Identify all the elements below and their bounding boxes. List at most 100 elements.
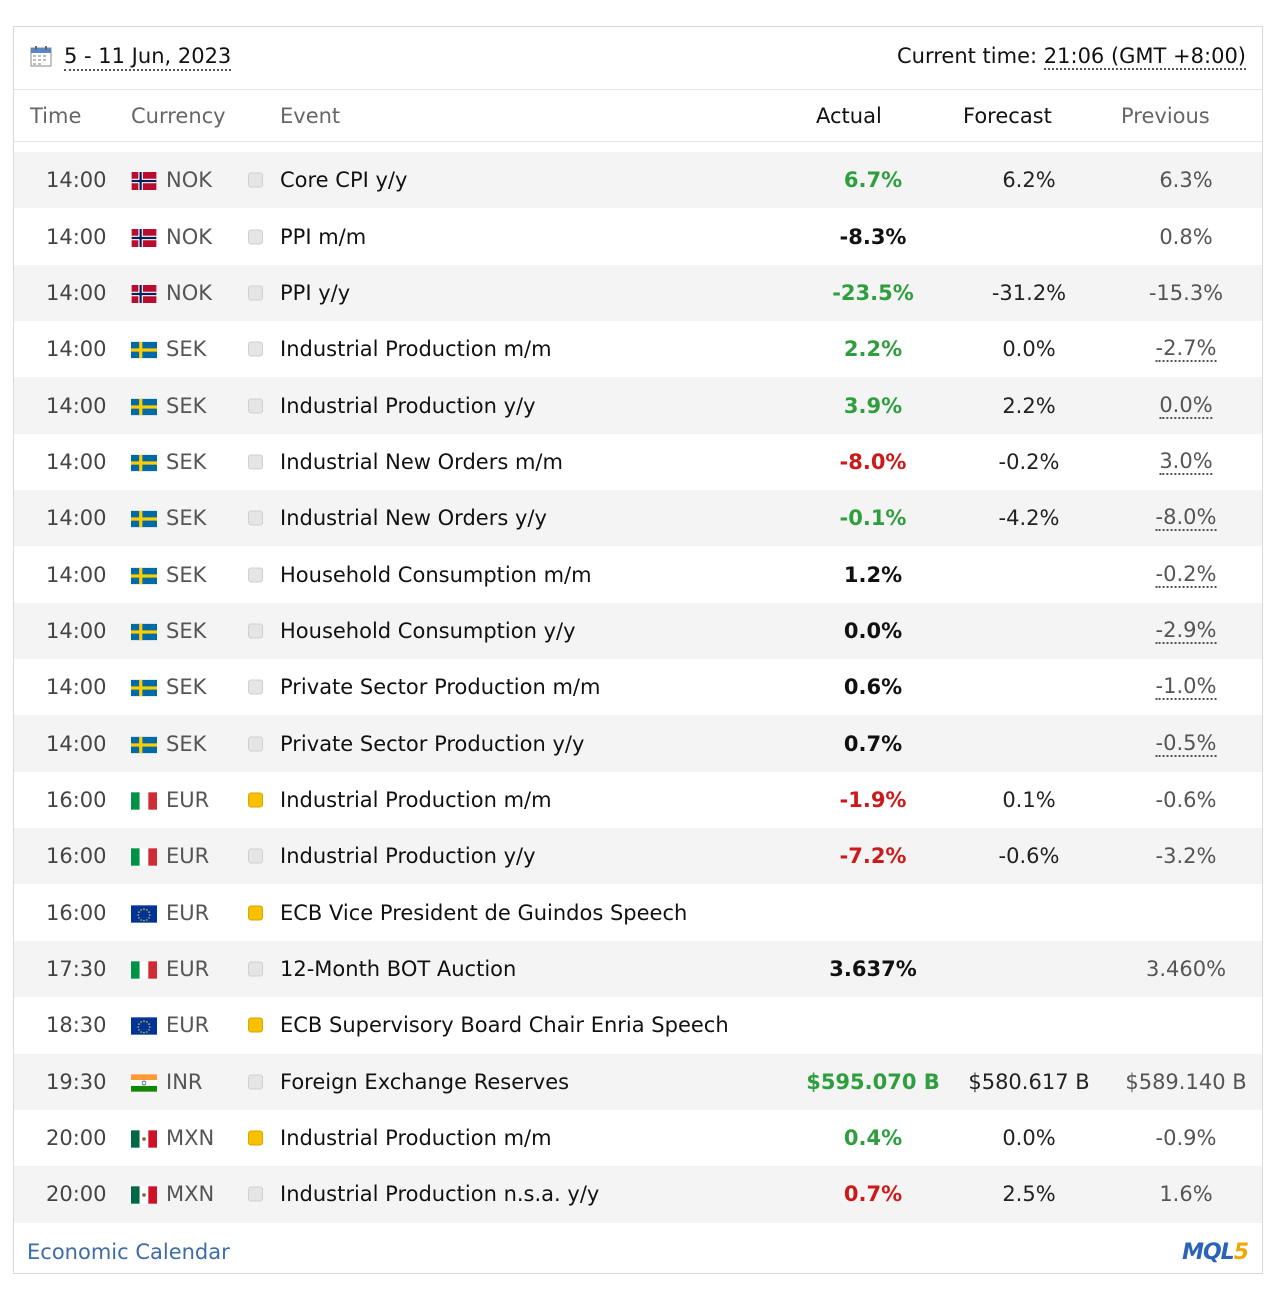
previous-value[interactable]: 0.0% (1159, 392, 1213, 419)
table-row[interactable]: 16:00 EUR Industrial Production y/y -7.2% -0… (14, 828, 1262, 885)
event-name[interactable]: ECB Vice President de Guindos Speech (280, 900, 688, 925)
sweden-flag-icon (131, 678, 157, 697)
event-currency: NOK (166, 168, 213, 193)
column-header-event: Event (280, 104, 341, 128)
economic-calendar-link[interactable]: Economic Calendar (27, 1240, 230, 1264)
event-name[interactable]: Industrial Production y/y (280, 393, 536, 418)
event-name[interactable]: Industrial New Orders y/y (280, 506, 547, 531)
previous-value[interactable]: -0.2% (1155, 561, 1217, 588)
table-row[interactable]: 14:00 NOK PPI m/m -8.3% 0.8% (14, 208, 1262, 264)
table-row[interactable]: 14:00 SEK Industrial New Orders m/m -8.0% -0… (14, 434, 1262, 490)
event-currency: EUR (166, 844, 210, 869)
italy-flag-icon (131, 960, 157, 979)
event-name[interactable]: PPI y/y (280, 280, 351, 305)
italy-flag-icon (131, 847, 157, 866)
forecast-value: -0.2% (998, 449, 1060, 474)
previous-value[interactable]: -8.0% (1155, 505, 1217, 532)
importance-low-icon (248, 229, 263, 245)
current-time-label: Current time: (897, 44, 1038, 68)
table-row[interactable]: 20:00 MXN Industrial Production n.s.a. y/y… (14, 1166, 1262, 1223)
event-time: 14:00 (46, 168, 107, 193)
event-name[interactable]: Household Consumption y/y (280, 618, 576, 643)
column-header-previous: Previous (1121, 104, 1210, 128)
event-name[interactable]: Core CPI y/y (280, 168, 408, 193)
table-row[interactable]: 16:00 EUR ECB Vice President de Guindos Sp… (14, 884, 1262, 940)
event-name[interactable]: Industrial Production n.s.a. y/y (280, 1182, 600, 1207)
calendar-toolbar: 5 - 11 Jun, 2023 Current time: 21:06 (GM… (14, 27, 1262, 90)
event-name[interactable]: Private Sector Production y/y (280, 731, 585, 756)
event-time: 18:30 (46, 1013, 107, 1038)
india-flag-icon (131, 1073, 157, 1092)
table-row[interactable]: 14:00 SEK Household Consumption y/y 0.0% -2.… (14, 602, 1262, 660)
table-row[interactable]: 14:00 NOK Core CPI y/y 6.7% 6.2% 6.3% (14, 152, 1262, 209)
importance-low-icon (248, 961, 263, 977)
importance-low-icon (248, 398, 263, 414)
actual-value: 0.7% (843, 731, 903, 756)
event-name[interactable]: Private Sector Production m/m (280, 675, 601, 700)
table-row[interactable]: 17:30 EUR 12-Month BOT Auction 3.637% 3.460% (14, 940, 1262, 998)
current-time: Current time: 21:06 (GMT +8:00) (897, 43, 1246, 70)
table-row[interactable]: 14:00 SEK Private Sector Production y/y 0.7… (14, 715, 1262, 772)
table-row[interactable]: 14:00 NOK PPI y/y -23.5% -31.2% -15.3% (14, 264, 1262, 322)
importance-low-icon (248, 848, 263, 864)
table-row[interactable]: 14:00 SEK Household Consumption m/m 1.2% -0.… (14, 546, 1262, 602)
event-time: 14:00 (46, 506, 107, 531)
forecast-value: $580.617 B (968, 1069, 1090, 1094)
previous-value[interactable]: -2.7% (1155, 336, 1217, 363)
eu-flag-icon (131, 1016, 157, 1035)
event-name[interactable]: Industrial Production m/m (280, 337, 552, 362)
event-name[interactable]: Industrial Production y/y (280, 844, 536, 869)
actual-value: -8.0% (839, 449, 907, 474)
event-name[interactable]: Industrial Production m/m (280, 1126, 552, 1151)
norway-flag-icon (131, 228, 157, 247)
table-row[interactable]: 14:00 SEK Industrial Production y/y 3.9% 2.2… (14, 377, 1262, 434)
table-row[interactable]: 20:00 MXN Industrial Production m/m 0.4% 0.0… (14, 1110, 1262, 1166)
importance-low-icon (248, 567, 263, 583)
event-currency: EUR (166, 787, 210, 812)
table-row[interactable]: 16:00 EUR Industrial Production m/m -1.9% 0.… (14, 772, 1262, 828)
event-time: 16:00 (46, 787, 107, 812)
economic-calendar-widget: 5 - 11 Jun, 2023 Current time: 21:06 (GM… (13, 26, 1263, 1274)
date-range-picker[interactable]: 5 - 11 Jun, 2023 (64, 43, 232, 71)
event-currency: SEK (166, 675, 207, 700)
event-time: 14:00 (46, 562, 107, 587)
table-row[interactable]: 14:00 SEK Industrial Production m/m 2.2% 0.0… (14, 321, 1262, 377)
event-name[interactable]: ECB Supervisory Board Chair Enria Speech (280, 1013, 729, 1038)
event-time: 17:30 (46, 956, 107, 981)
event-name[interactable]: Industrial New Orders m/m (280, 449, 563, 474)
previous-value[interactable]: -1.0% (1155, 674, 1217, 701)
previous-value[interactable]: -0.5% (1155, 730, 1217, 757)
event-time: 14:00 (46, 618, 107, 643)
importance-low-icon (248, 1186, 263, 1202)
column-header-forecast: Forecast (963, 104, 1052, 128)
table-row[interactable]: 14:00 SEK Industrial New Orders y/y -0.1% -4… (14, 490, 1262, 547)
table-row[interactable]: 18:30 EUR ECB Supervisory Board Chair Enri… (14, 997, 1262, 1053)
calendar-icon[interactable] (30, 45, 52, 67)
event-currency: SEK (166, 618, 207, 643)
event-time: 14:00 (46, 731, 107, 756)
event-time: 14:00 (46, 449, 107, 474)
event-name[interactable]: Foreign Exchange Reserves (280, 1069, 570, 1094)
event-time: 14:00 (46, 393, 107, 418)
previous-value[interactable]: 3.0% (1159, 448, 1213, 475)
previous-value: 3.460% (1145, 956, 1227, 981)
event-currency: NOK (166, 224, 213, 249)
event-name[interactable]: 12-Month BOT Auction (280, 956, 517, 981)
table-row[interactable]: 14:00 SEK Private Sector Production m/m 0.6… (14, 659, 1262, 715)
table-row[interactable]: 19:30 INR Foreign Exchange Reserves $595.07… (14, 1053, 1262, 1110)
column-header-time: Time (30, 104, 82, 128)
importance-low-icon (248, 454, 263, 470)
event-name[interactable]: Industrial Production m/m (280, 787, 552, 812)
actual-value: 0.7% (843, 1182, 903, 1207)
sweden-flag-icon (131, 735, 157, 753)
event-name[interactable]: Household Consumption m/m (280, 562, 592, 587)
event-name[interactable]: PPI m/m (280, 224, 367, 249)
previous-value[interactable]: -2.9% (1155, 617, 1217, 644)
importance-medium-icon (248, 1130, 263, 1146)
importance-low-icon (248, 623, 263, 639)
mql5-logo[interactable]: MQL5 (1182, 1240, 1249, 1265)
timezone-selector[interactable]: 21:06 (GMT +8:00) (1043, 44, 1246, 70)
importance-low-icon (248, 1074, 263, 1090)
eu-flag-icon (131, 904, 157, 923)
event-currency: EUR (166, 1013, 210, 1038)
